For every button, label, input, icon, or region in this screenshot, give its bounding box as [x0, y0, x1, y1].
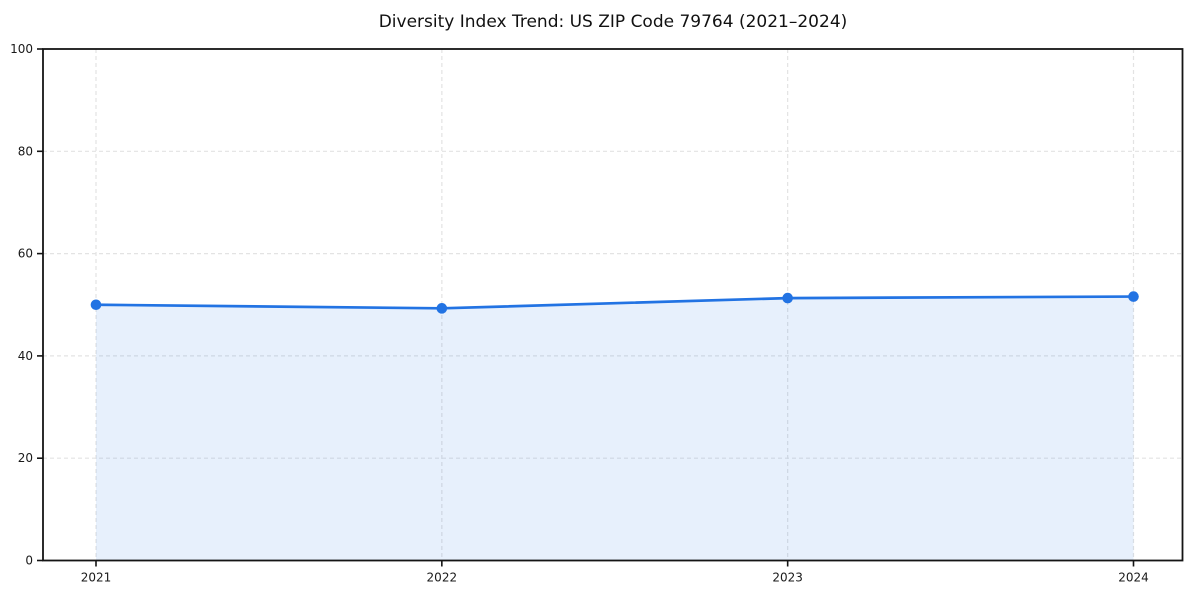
area-fill [96, 296, 1134, 561]
chart-title: Diversity Index Trend: US ZIP Code 79764… [378, 12, 848, 32]
y-tick-label: 60 [18, 247, 33, 261]
x-tick-label: 2023 [772, 571, 803, 585]
data-point-2021 [90, 299, 102, 311]
data-point-2024 [1128, 291, 1139, 302]
x-tick-label: 2024 [1118, 571, 1149, 585]
y-tick-label: 100 [10, 42, 33, 56]
y-tick-label: 20 [18, 451, 33, 465]
y-tick-label: 40 [18, 349, 33, 363]
x-tick-label: 2022 [427, 571, 458, 585]
data-point-2022 [436, 303, 448, 314]
trend-line [94, 295, 1135, 310]
x-tick-label: 2021 [81, 571, 112, 585]
plot-border [42, 48, 1184, 562]
y-tick-label: 0 [25, 554, 33, 568]
data-point-2023 [782, 292, 793, 304]
y-tick-label: 80 [18, 144, 33, 158]
